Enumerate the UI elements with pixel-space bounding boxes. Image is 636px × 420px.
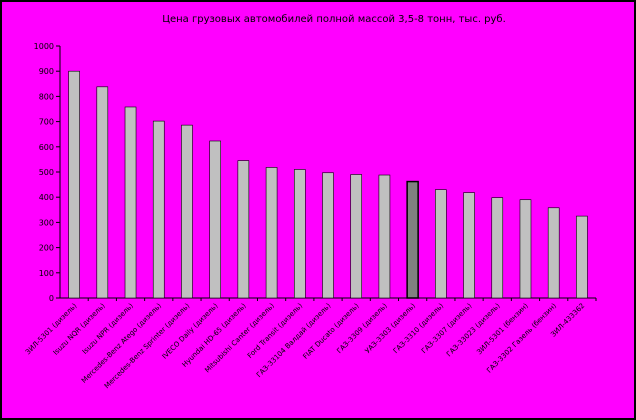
x-tick-label: ГАЗ-3309 (дизель): [335, 302, 389, 356]
bar: [96, 86, 109, 299]
bar: [435, 189, 447, 299]
y-tick-label: 600: [39, 143, 54, 152]
x-axis-labels: ЗИЛ-5301 (дизель)Isuzu NQR (дизель)Isuzu…: [24, 298, 597, 390]
bar: [491, 197, 504, 299]
bar: [576, 215, 588, 299]
bar: [181, 124, 193, 299]
x-tick-label: ГАЗ-33023 (дизель): [445, 302, 502, 359]
y-tick-label: 0: [49, 294, 54, 303]
x-tick-label: УАЗ-3303 (дизель): [364, 302, 418, 356]
bar: [293, 169, 306, 299]
bar: [519, 199, 532, 299]
y-axis: 0 100 200 300 400 500 600 700 800 900 1000: [34, 42, 596, 303]
bar: [152, 120, 165, 299]
y-tick-label: 500: [39, 168, 54, 177]
y-tick-label: 200: [39, 244, 54, 253]
bar: [68, 70, 80, 299]
y-tick-label: 400: [39, 193, 54, 202]
bar: [547, 207, 560, 299]
y-tick-label: 900: [39, 67, 54, 76]
x-tick-label: ГАЗ-3307 (дизель): [420, 302, 474, 356]
bar: [124, 106, 137, 299]
y-tick-label: 300: [39, 218, 54, 227]
bar: [265, 167, 278, 299]
x-tick-label: FIAT Ducato (дизель): [302, 302, 361, 361]
bar: [463, 192, 475, 299]
bar: [378, 174, 391, 299]
y-tick-label: 700: [39, 118, 54, 127]
bar: [209, 140, 221, 299]
y-tick-label: 800: [39, 92, 54, 101]
bar: [237, 160, 250, 299]
x-tick-label: Ford Transit (дизель): [246, 302, 304, 360]
x-tick-label: Isuzu NPR (дизель): [81, 302, 135, 356]
y-tick-label: 1000: [34, 42, 54, 51]
x-tick-label: IVECO Daily (дизель): [161, 302, 220, 361]
x-tick-label: ГАЗ-3310 (дизель): [392, 302, 446, 356]
x-tick-label: ЗИЛ-5301 (дизель): [24, 302, 79, 357]
bars: [68, 70, 588, 299]
bar: [350, 174, 363, 299]
bar: [406, 180, 419, 299]
x-tick-label: ЗИЛ-5301 (бензин): [475, 302, 530, 357]
chart-title: Цена грузовых автомобилей полной массой …: [162, 14, 506, 25]
y-tick-label: 100: [39, 269, 54, 278]
bar: [322, 172, 334, 299]
x-tick-label: Isuzu NQR (дизель): [52, 302, 107, 357]
